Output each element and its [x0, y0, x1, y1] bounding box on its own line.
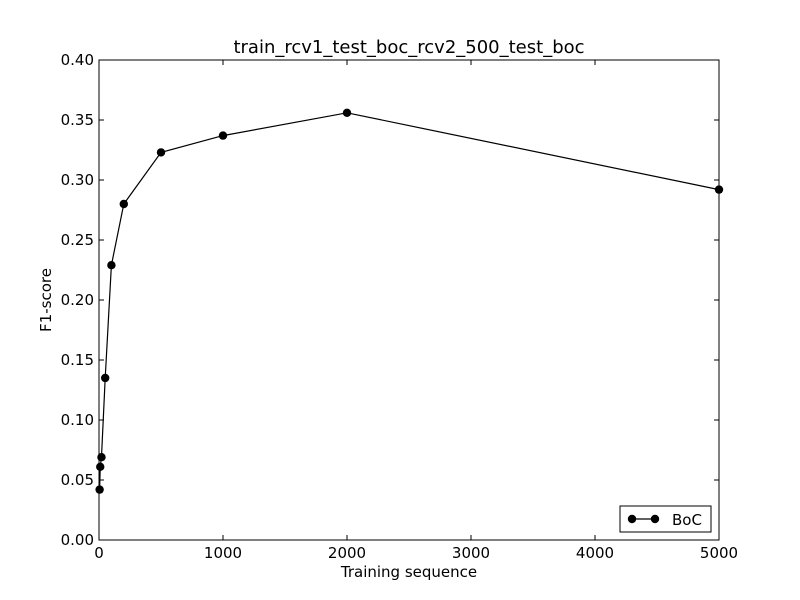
data-point — [107, 261, 116, 270]
y-tick-label: 0.40 — [61, 51, 94, 69]
series-line-boc — [99, 112, 720, 490]
y-axis-label: F1-score — [37, 268, 55, 332]
data-point — [97, 453, 106, 462]
data-point — [96, 462, 105, 471]
y-tick-label: 0.05 — [61, 471, 94, 489]
y-tick-label: 0.20 — [61, 291, 94, 309]
x-tick-label: 3000 — [452, 544, 490, 562]
y-tick-label: 0.15 — [61, 351, 94, 369]
y-tick-label: 0.00 — [61, 531, 94, 549]
data-point — [218, 131, 228, 140]
x-tick-label: 4000 — [576, 544, 614, 562]
legend-marker-start — [627, 514, 637, 524]
x-tick-label: 0 — [94, 544, 104, 562]
data-point — [119, 199, 128, 209]
data-point — [342, 108, 352, 118]
data-point — [156, 148, 166, 157]
legend-entry-boc: BoC — [672, 511, 702, 529]
x-axis-label: Training sequence — [340, 563, 477, 581]
x-tick-label: 5000 — [700, 544, 738, 562]
plot-frame — [98, 59, 720, 541]
data-point — [95, 485, 104, 494]
y-tick-label: 0.35 — [61, 111, 94, 129]
legend: BoC — [619, 505, 712, 533]
data-point — [714, 185, 724, 194]
y-tick-label: 0.10 — [61, 411, 94, 429]
chart-title: train_rcv1_test_boc_rcv2_500_test_boc — [233, 37, 584, 58]
x-tick-label: 1000 — [204, 544, 242, 562]
plot-area: 0 1000 2000 3000 4000 5000 0.00 0.05 0.10 0.15 0.2… — [61, 51, 739, 562]
y-tick-label: 0.25 — [61, 231, 94, 249]
x-tick-label: 2000 — [328, 544, 366, 562]
legend-marker-end — [650, 514, 660, 524]
data-point — [101, 373, 110, 383]
y-tick-label: 0.30 — [61, 171, 94, 189]
